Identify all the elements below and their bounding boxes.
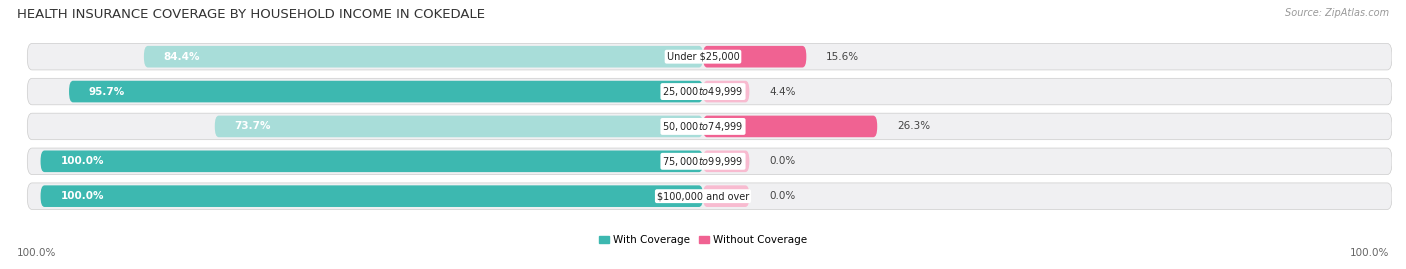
FancyBboxPatch shape (27, 183, 1392, 210)
Text: $100,000 and over: $100,000 and over (657, 191, 749, 201)
Text: 4.4%: 4.4% (769, 87, 796, 97)
FancyBboxPatch shape (41, 185, 703, 207)
Text: 95.7%: 95.7% (89, 87, 125, 97)
Text: $50,000 to $74,999: $50,000 to $74,999 (662, 120, 744, 133)
Text: Under $25,000: Under $25,000 (666, 52, 740, 62)
Text: $75,000 to $99,999: $75,000 to $99,999 (662, 155, 744, 168)
FancyBboxPatch shape (703, 81, 749, 102)
FancyBboxPatch shape (41, 150, 703, 172)
Text: 100.0%: 100.0% (60, 191, 104, 201)
Legend: With Coverage, Without Coverage: With Coverage, Without Coverage (595, 231, 811, 249)
Text: 73.7%: 73.7% (235, 121, 271, 132)
Text: 0.0%: 0.0% (769, 156, 796, 166)
FancyBboxPatch shape (27, 43, 1392, 70)
FancyBboxPatch shape (27, 78, 1392, 105)
Text: 26.3%: 26.3% (897, 121, 931, 132)
FancyBboxPatch shape (27, 148, 1392, 175)
FancyBboxPatch shape (143, 46, 703, 68)
FancyBboxPatch shape (703, 150, 749, 172)
Text: 100.0%: 100.0% (1350, 248, 1389, 258)
FancyBboxPatch shape (215, 116, 703, 137)
Text: 100.0%: 100.0% (60, 156, 104, 166)
Text: 100.0%: 100.0% (17, 248, 56, 258)
FancyBboxPatch shape (703, 116, 877, 137)
FancyBboxPatch shape (703, 46, 807, 68)
Text: $25,000 to $49,999: $25,000 to $49,999 (662, 85, 744, 98)
Text: 15.6%: 15.6% (827, 52, 859, 62)
FancyBboxPatch shape (27, 113, 1392, 140)
FancyBboxPatch shape (69, 81, 703, 102)
Text: HEALTH INSURANCE COVERAGE BY HOUSEHOLD INCOME IN COKEDALE: HEALTH INSURANCE COVERAGE BY HOUSEHOLD I… (17, 8, 485, 21)
Text: Source: ZipAtlas.com: Source: ZipAtlas.com (1285, 8, 1389, 18)
Text: 84.4%: 84.4% (163, 52, 200, 62)
Text: 0.0%: 0.0% (769, 191, 796, 201)
FancyBboxPatch shape (703, 185, 749, 207)
